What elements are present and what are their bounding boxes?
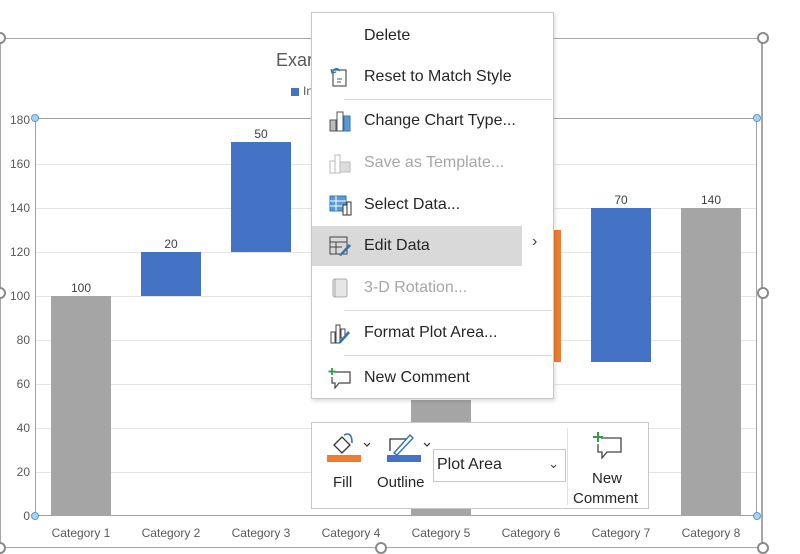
x-tick: Category 2 <box>141 526 201 540</box>
new-comment-button[interactable]: New Comment <box>568 427 648 507</box>
menu-item-select-data[interactable]: Select Data... <box>312 185 553 225</box>
menu-separator <box>344 310 552 311</box>
x-tick: Category 7 <box>591 526 651 540</box>
y-tick: 80 <box>16 333 30 347</box>
data-label[interactable]: 100 <box>70 281 92 295</box>
legend-label[interactable]: In <box>303 84 314 98</box>
chart-resize-handle-top-right[interactable] <box>757 32 769 44</box>
chart-title[interactable]: Exar <box>276 50 314 70</box>
reset-style-icon <box>328 66 352 88</box>
plot-area-handle-bottom-right[interactable] <box>753 512 761 520</box>
x-tick: Category 4 <box>321 526 381 540</box>
edit-data-icon <box>328 235 352 257</box>
data-label[interactable]: 20 <box>164 237 178 251</box>
chart-resize-handle-top-left[interactable] <box>0 32 6 44</box>
chart-type-icon <box>328 110 352 132</box>
new-comment-icon <box>593 432 622 460</box>
save-template-icon <box>328 152 352 174</box>
menu-separator <box>344 355 552 356</box>
menu-item-reset-to-match-style[interactable]: Reset to Match Style <box>312 57 553 97</box>
x-tick: Category 5 <box>411 526 471 540</box>
menu-item-new-comment[interactable]: New Comment <box>312 358 553 398</box>
bar-category-7[interactable] <box>591 208 651 362</box>
data-label[interactable]: 50 <box>254 127 268 141</box>
fill-label: Fill <box>333 474 353 491</box>
format-plot-area-icon <box>328 322 352 344</box>
bar-category-3[interactable] <box>231 142 291 252</box>
menu-item-3d-rotation[interactable]: 3-D Rotation... <box>312 268 553 308</box>
y-tick: 20 <box>16 465 30 479</box>
bar-category-8[interactable] <box>681 208 741 516</box>
bar-category-2[interactable] <box>141 252 201 296</box>
new-comment-icon <box>328 367 352 390</box>
pen-outline-icon <box>387 433 431 462</box>
x-tick: Category 6 <box>501 526 561 540</box>
y-tick: 140 <box>9 201 30 215</box>
menu-item-format-plot-area[interactable]: Format Plot Area... <box>312 313 553 353</box>
bar-category-1[interactable] <box>51 296 111 516</box>
y-tick: 180 <box>9 113 30 127</box>
context-menu: Delete Reset to Match Style Change Chart… <box>311 12 554 399</box>
chart-resize-handle-right[interactable] <box>757 287 769 299</box>
chart-resize-handle-left[interactable] <box>0 287 6 299</box>
y-tick: 120 <box>9 245 30 259</box>
x-tick: Category 8 <box>681 526 741 540</box>
submenu-arrow-icon: › <box>532 233 538 250</box>
y-tick: 40 <box>16 421 30 435</box>
chart-resize-handle-bottom[interactable] <box>375 542 387 554</box>
y-tick: 160 <box>9 157 30 171</box>
x-tick: Category 3 <box>231 526 291 540</box>
chart-resize-handle-bottom-left[interactable] <box>0 542 6 554</box>
fill-button[interactable] <box>324 429 371 467</box>
chart-resize-handle-bottom-right[interactable] <box>757 542 769 554</box>
data-label[interactable]: 70 <box>614 193 628 207</box>
x-tick: Category 1 <box>51 526 111 540</box>
paint-bucket-icon <box>327 433 371 462</box>
plot-area-handle-top-left[interactable] <box>31 114 39 122</box>
chevron-down-icon: ⌄ <box>548 456 559 471</box>
plot-area-handle-bottom-left[interactable] <box>31 512 39 520</box>
menu-item-save-as-template[interactable]: Save as Template... <box>312 143 553 183</box>
menu-item-edit-data[interactable]: Edit Data <box>312 226 522 266</box>
menu-item-delete[interactable]: Delete <box>364 27 411 44</box>
y-tick: 0 <box>23 509 30 523</box>
menu-separator <box>344 99 552 100</box>
select-data-icon <box>328 194 352 216</box>
toolbar-separator <box>567 428 568 505</box>
mini-toolbar: Fill Outline Plot Area ⌄ New Comment <box>311 422 649 509</box>
outline-label: Outline <box>377 474 425 491</box>
chart-element-select[interactable]: Plot Area ⌄ <box>433 449 566 482</box>
data-label[interactable]: 140 <box>700 193 722 207</box>
outline-button[interactable] <box>384 429 431 467</box>
3d-rotation-icon <box>328 277 352 299</box>
y-tick: 100 <box>9 289 30 303</box>
legend-swatch-increase <box>291 88 299 96</box>
menu-item-change-chart-type[interactable]: Change Chart Type... <box>312 101 553 141</box>
plot-area-handle-top-right[interactable] <box>753 114 761 122</box>
y-tick: 60 <box>16 377 30 391</box>
